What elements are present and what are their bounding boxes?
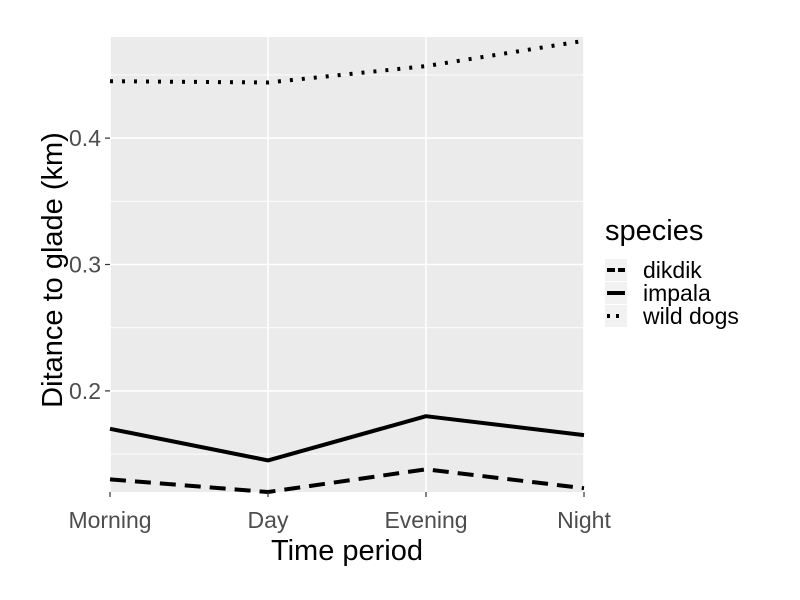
legend-label-impala: impala	[643, 280, 711, 306]
legend-label-dikdik: dikdik	[643, 257, 702, 283]
x-tick-label: Day	[248, 507, 289, 533]
x-axis-ticks: Morning Day Evening Night	[68, 492, 611, 533]
x-tick-label: Evening	[384, 507, 467, 533]
y-tick-label: 0.3	[69, 252, 101, 278]
x-tick-label: Morning	[68, 507, 151, 533]
y-tick-label: 0.4	[69, 125, 101, 151]
y-axis-ticks: 0.2 0.3 0.4	[69, 125, 110, 404]
legend-key-background	[605, 259, 627, 281]
minor-gridlines	[110, 74, 584, 455]
y-tick-label: 0.2	[69, 378, 101, 404]
legend-title: species	[605, 215, 703, 247]
y-axis-title: Ditance to glade (km)	[37, 132, 69, 408]
x-tick-label: Night	[557, 507, 611, 533]
x-axis-title: Time period	[271, 535, 423, 567]
series-line-impala	[109, 414, 585, 463]
series-line-dikdik	[109, 467, 585, 494]
series-lines	[109, 38, 585, 494]
legend-label-wild-dogs: wild dogs	[642, 303, 739, 329]
series-line-wild-dogs	[109, 38, 585, 85]
